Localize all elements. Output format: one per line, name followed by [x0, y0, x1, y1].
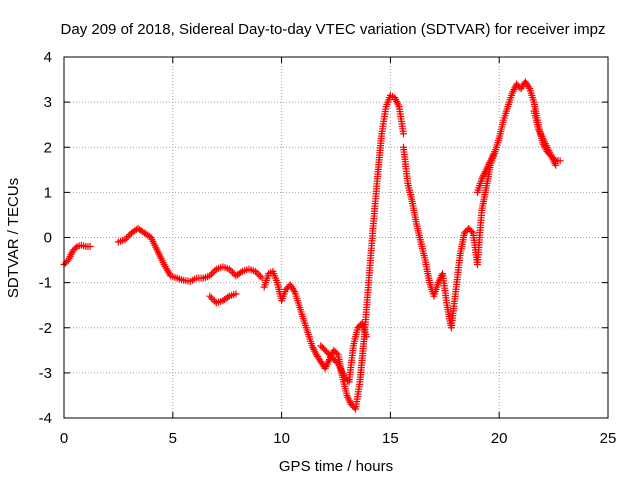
x-tick-label: 10: [273, 430, 290, 447]
data-point: [72, 244, 80, 252]
data-point: [209, 296, 217, 304]
y-tick-label: 1: [44, 184, 52, 201]
y-tick-label: 0: [44, 230, 52, 247]
y-tick-label: -1: [39, 275, 52, 292]
data-point: [206, 272, 214, 280]
x-tick-label: 0: [60, 430, 68, 447]
data-point: [399, 130, 407, 138]
x-tick-label: 15: [382, 430, 399, 447]
plot-frame: [63, 56, 609, 419]
data-point: [211, 297, 219, 305]
data-point: [232, 290, 240, 298]
data-point: [525, 83, 533, 91]
data-point: [211, 267, 219, 275]
data-point: [256, 272, 264, 280]
data-point: [206, 292, 214, 300]
y-tick-label: 2: [44, 139, 52, 156]
x-axis-label: GPS time / hours: [279, 458, 393, 475]
y-tick-label: 4: [44, 49, 52, 66]
y-tick-label: 3: [44, 94, 52, 111]
data-point: [207, 270, 215, 278]
y-tick-label: -4: [39, 410, 52, 427]
data-point: [552, 161, 560, 169]
data-point: [86, 243, 94, 251]
tick-labels: 0 5 10 15 20 25 -4 -3 -2 -1 0 1 2 3 4: [39, 49, 617, 447]
x-tick-label: 25: [600, 430, 617, 447]
grid: [64, 57, 608, 418]
x-tick-label: 20: [491, 430, 508, 447]
data-point: [209, 268, 217, 276]
data-point: [333, 349, 341, 357]
data-point: [468, 227, 476, 235]
data-point: [229, 268, 237, 276]
data-point: [225, 265, 233, 273]
x-tick-label: 5: [169, 430, 177, 447]
data-point: [237, 268, 245, 276]
data-point: [290, 286, 298, 294]
y-tick-label: -3: [39, 365, 52, 382]
data-point: [556, 157, 564, 165]
data-point: [121, 236, 129, 244]
chart-title: Day 209 of 2018, Sidereal Day-to-day VTE…: [61, 21, 606, 38]
data-point: [224, 293, 232, 301]
data-point: [207, 294, 215, 302]
y-axis-label: SDTVAR / TECUs: [5, 178, 22, 298]
data-point: [253, 269, 261, 277]
data-point: [123, 234, 131, 242]
data-point: [227, 267, 235, 275]
data-point: [251, 267, 259, 275]
data-point: [255, 271, 263, 279]
data-point: [362, 333, 370, 341]
data-points: [60, 78, 564, 413]
data-point: [124, 232, 132, 240]
data-point: [491, 148, 499, 156]
y-tick-label: -2: [39, 320, 52, 337]
